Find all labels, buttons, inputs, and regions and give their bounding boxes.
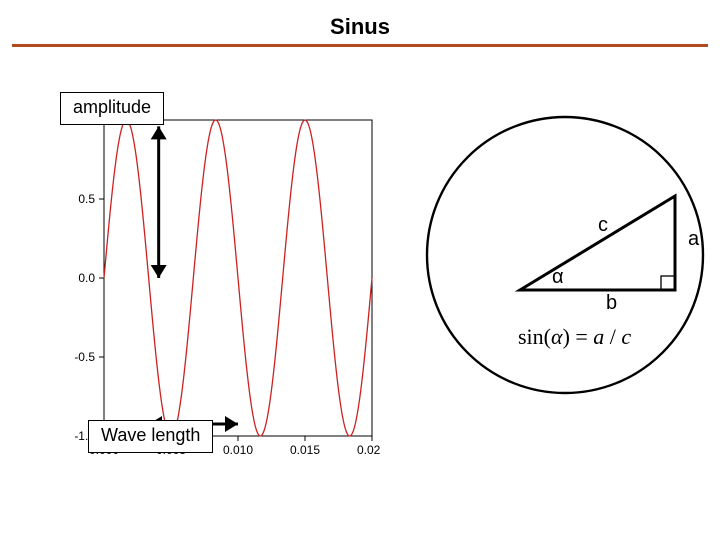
page-title: Sinus bbox=[0, 14, 720, 40]
title-underline bbox=[12, 44, 708, 47]
svg-text:0.020: 0.020 bbox=[357, 443, 380, 457]
svg-text:0.0: 0.0 bbox=[78, 271, 95, 285]
sine-chart: -1.0-0.50.00.51.00.0000.0050.0100.0150.0… bbox=[50, 110, 380, 480]
label-b: b bbox=[606, 292, 617, 315]
svg-text:0.015: 0.015 bbox=[290, 443, 320, 457]
svg-text:0.5: 0.5 bbox=[78, 192, 95, 206]
amplitude-label: amplitude bbox=[60, 92, 164, 125]
label-c: c bbox=[598, 214, 608, 237]
svg-text:0.010: 0.010 bbox=[223, 443, 253, 457]
label-a: a bbox=[688, 228, 699, 251]
sine-formula: sin(α) = a / c bbox=[518, 324, 631, 350]
wavelength-label: Wave length bbox=[88, 420, 213, 453]
label-alpha: α bbox=[552, 266, 564, 289]
triangle-svg bbox=[420, 110, 710, 400]
svg-text:-0.5: -0.5 bbox=[74, 350, 95, 364]
triangle-diagram: c a b α sin(α) = a / c bbox=[420, 110, 710, 400]
